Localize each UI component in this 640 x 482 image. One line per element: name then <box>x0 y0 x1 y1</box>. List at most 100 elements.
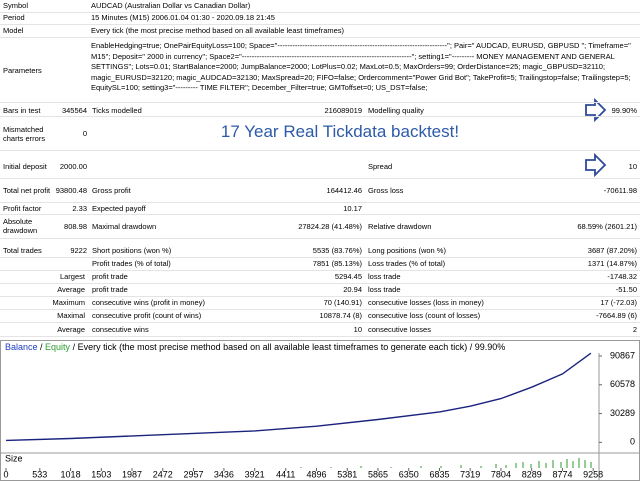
x-tick-label: 533 <box>32 469 47 479</box>
stat-label: Spread <box>368 162 393 171</box>
x-tick-label: 8774 <box>552 469 572 479</box>
stat-value: 17 (-72.03) <box>600 298 637 307</box>
y-tick-label: 60578 <box>610 379 635 389</box>
stat-value: 0 <box>82 129 87 138</box>
stat-label: Gross profit <box>92 185 131 195</box>
size-bar <box>300 458 592 468</box>
stat-label: consecutive losses <box>368 324 431 334</box>
chart-title-part: / Every tick (the most precise method ba… <box>70 342 505 352</box>
stat-value: 10 <box>628 162 637 171</box>
row-separator <box>0 336 640 337</box>
row-separator <box>0 150 640 151</box>
arrows <box>585 97 607 178</box>
row-separator <box>0 202 640 203</box>
stat-label: Initial deposit <box>3 162 47 171</box>
size-bars <box>300 458 592 468</box>
x-tick-label: 9258 <box>583 469 603 479</box>
stat-label: consecutive losses (loss in money) <box>368 298 484 307</box>
stat-label: consecutive wins <box>92 324 149 334</box>
x-tick-label: 2472 <box>153 469 173 479</box>
chart-title-part: / <box>38 342 46 352</box>
x-tick-label: 2957 <box>184 469 204 479</box>
stat-label: consecutive profit (count of wins) <box>92 311 202 320</box>
row-value: 15 Minutes (M15) 2006.01.04 01:30 - 2020… <box>91 13 275 22</box>
stat-value: 70 (140.91) <box>323 298 362 307</box>
size-label: Size <box>5 453 23 463</box>
row-separator <box>0 283 640 284</box>
banner: 17 Year Real Tickdata backtest! <box>220 122 460 141</box>
stat-label: Relative drawdown <box>368 221 432 231</box>
balance-chart: Balance / Equity / Every tick (the most … <box>1 342 639 480</box>
stat-value: 345564 <box>61 105 87 115</box>
stat-value: 10 <box>353 324 362 334</box>
x-tick-label: 3436 <box>214 469 234 479</box>
stat-value: 3687 (87.20%) <box>587 245 637 255</box>
x-tick-label: 3921 <box>245 469 265 479</box>
stat-value: 1371 (14.87%) <box>587 259 637 268</box>
stat-label: Maximal drawdown <box>92 221 157 231</box>
stat-label: Profit trades (% of total) <box>92 259 171 268</box>
stat-value: 7851 (85.13%) <box>312 259 362 268</box>
stat-value: 10.17 <box>343 203 362 213</box>
x-tick-label: 4411 <box>276 469 295 479</box>
row-separator <box>0 37 640 38</box>
stat-value: 216089019 <box>324 105 362 115</box>
x-tick-label: 1503 <box>91 469 111 479</box>
y-tick-label: 30289 <box>610 408 635 418</box>
arrow-icon <box>585 97 607 123</box>
row-separator <box>0 178 640 179</box>
stat-value: 93800.48 <box>55 185 87 195</box>
row-separator <box>0 24 640 25</box>
y-tick-label: 0 <box>630 437 635 447</box>
stat-value: 5294.45 <box>334 272 362 281</box>
stat-label: loss trade <box>368 285 401 294</box>
row-label: Model <box>3 26 24 35</box>
chart-title-part: Balance <box>5 342 38 352</box>
stat-value: 27824.28 (41.48%) <box>298 221 362 231</box>
stat-label: Profit factor <box>3 203 42 213</box>
stat-value: 5535 (83.76%) <box>312 245 362 255</box>
stat-label: Mismatched charts errors <box>3 124 46 143</box>
x-tick-label: 8289 <box>522 469 542 479</box>
stat-label: Bars in test <box>3 105 41 115</box>
stat-value: 164412.46 <box>326 185 362 195</box>
row-separator <box>0 116 640 117</box>
stat-value: 9222 <box>70 245 87 255</box>
stat-label: profit trade <box>92 272 128 281</box>
stat-label: Maximum <box>52 298 85 307</box>
row-separator <box>0 102 640 103</box>
stat-label: Average <box>57 285 85 294</box>
x-tick-label: 4896 <box>307 469 327 479</box>
x-tick-label: 1987 <box>122 469 142 479</box>
stat-label: loss trade <box>368 272 401 281</box>
x-tick-label: 7804 <box>491 469 511 479</box>
row-separator <box>0 257 640 258</box>
stat-label: Gross loss <box>368 185 404 195</box>
x-tick-label: 6835 <box>429 469 449 479</box>
stat-value: -51.50 <box>615 285 637 294</box>
arrow-icon <box>585 152 607 178</box>
row-label: Symbol <box>3 1 29 10</box>
stat-label: Modelling quality <box>368 105 424 115</box>
stat-value: 2000.00 <box>59 162 87 171</box>
stat-label: Total net profit <box>3 185 51 195</box>
chart-panel: Balance / Equity / Every tick (the most … <box>0 340 640 481</box>
stat-value: -7664.89 (6) <box>596 311 637 320</box>
stat-label: Absolute drawdown <box>3 217 38 235</box>
stat-label: Long positions (won %) <box>368 245 446 255</box>
x-tick-label: 0 <box>3 469 8 479</box>
row-label: Parameters <box>3 66 42 75</box>
x-tick-label: 1018 <box>61 469 81 479</box>
stat-label: Maximal <box>57 311 85 320</box>
stat-label: Short positions (won %) <box>92 245 172 255</box>
row-separator <box>0 12 640 13</box>
report: 17 Year Real Tickdata backtest! Symbol AU… <box>0 1 640 337</box>
stat-label: Expected payoff <box>92 203 146 213</box>
stat-label: Total trades <box>3 245 42 255</box>
row-separator <box>0 309 640 310</box>
balance-line <box>5 352 592 442</box>
stat-value: 68.59% (2601.21) <box>577 221 637 231</box>
stat-label: Largest <box>59 272 85 281</box>
